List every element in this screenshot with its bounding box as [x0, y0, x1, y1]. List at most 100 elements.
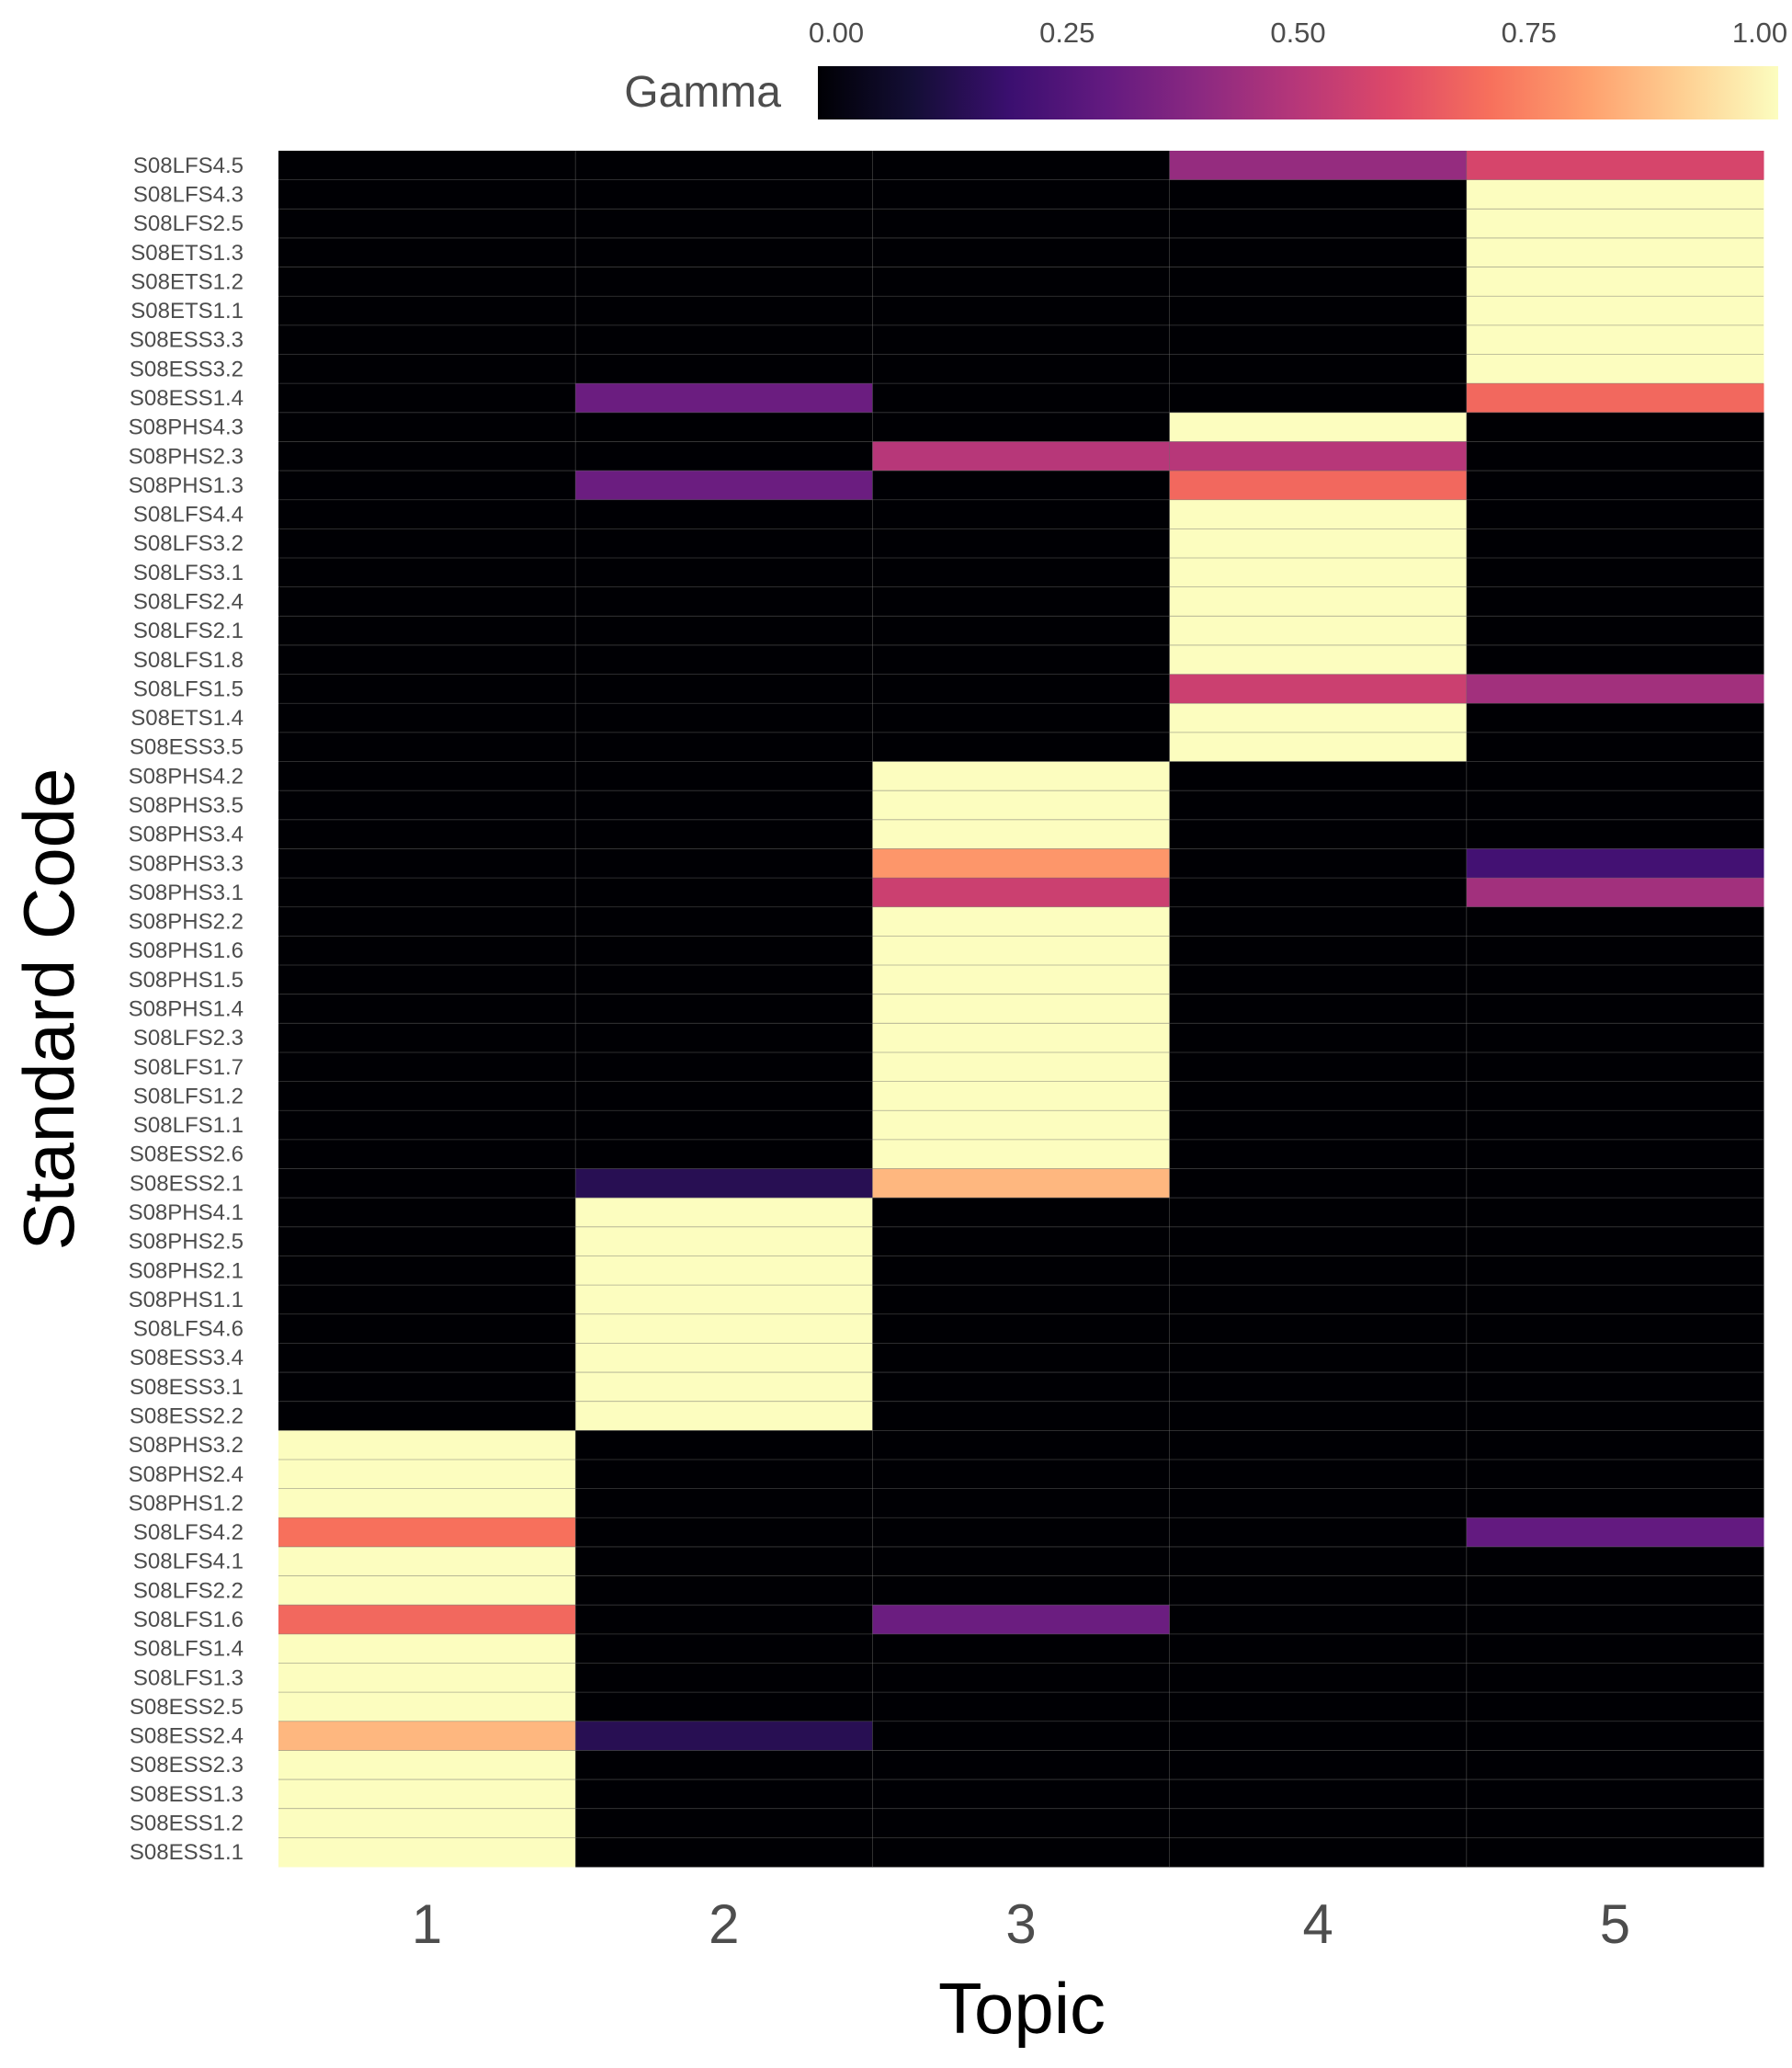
heatmap-cell — [872, 1401, 1171, 1431]
heatmap-cell — [278, 1633, 576, 1664]
heatmap-cell — [575, 383, 873, 414]
heatmap-cell — [1466, 1139, 1764, 1170]
heatmap-cell — [872, 471, 1171, 501]
heatmap-cell — [872, 499, 1171, 529]
y-tick-label: S08ETS1.3 — [130, 241, 244, 266]
x-tick-label: 4 — [1303, 1893, 1333, 1955]
y-tick-label: S08ESS2.2 — [130, 1404, 244, 1429]
y-tick-label: S08PHS2.3 — [129, 444, 244, 469]
y-tick-label: S08ESS3.5 — [130, 735, 244, 760]
legend-colorbar — [818, 66, 1778, 119]
heatmap-cell — [1169, 1139, 1468, 1170]
heatmap-cell — [575, 441, 873, 472]
heatmap-cell — [872, 1198, 1171, 1228]
heatmap-cell — [872, 878, 1171, 908]
heatmap-cell — [1169, 761, 1468, 791]
heatmap-cell — [1466, 586, 1764, 617]
heatmap-cell — [1466, 558, 1764, 588]
heatmap-cell — [1169, 1663, 1468, 1693]
heatmap-cell — [278, 1430, 576, 1460]
heatmap-cell — [1466, 1808, 1764, 1838]
heatmap-cell — [1169, 1430, 1468, 1460]
heatmap-cell — [1466, 1692, 1764, 1722]
heatmap-cell — [1169, 994, 1468, 1024]
y-tick-label: S08PHS1.3 — [129, 473, 244, 498]
heatmap-cell — [1169, 324, 1468, 356]
legend-tick-label: 0.75 — [1502, 17, 1557, 49]
heatmap-cell — [1466, 878, 1764, 908]
y-tick-label: S08ESS2.1 — [130, 1171, 244, 1196]
heatmap-cell — [278, 674, 576, 704]
y-tick-label: S08LFS4.2 — [133, 1520, 244, 1545]
heatmap-cell — [1169, 471, 1468, 501]
heatmap-cell — [278, 499, 576, 529]
heatmap-cell — [575, 906, 873, 937]
heatmap-cell — [1466, 412, 1764, 442]
heatmap-cell — [278, 528, 576, 559]
heatmap-cell — [1466, 1226, 1764, 1256]
y-tick-label: S08ESS1.2 — [130, 1812, 244, 1836]
heatmap-cell — [1466, 1198, 1764, 1228]
heatmap-cell — [278, 761, 576, 791]
heatmap-cell — [575, 1633, 873, 1664]
heatmap-cells — [278, 151, 1764, 1868]
heatmap-cell — [872, 616, 1171, 646]
y-tick-label: S08ESS2.6 — [130, 1142, 244, 1167]
heatmap-grid — [278, 151, 1764, 1867]
heatmap-cell — [872, 1051, 1171, 1083]
heatmap-cell — [1169, 936, 1468, 966]
heatmap-cell — [872, 1692, 1171, 1722]
heatmap-cell — [1169, 1285, 1468, 1315]
y-tick-label: S08ETS1.1 — [130, 299, 244, 324]
heatmap-cell — [575, 674, 873, 704]
heatmap-cell — [1466, 1779, 1764, 1810]
heatmap-cell — [278, 1605, 576, 1635]
y-tick-label: S08PHS3.2 — [129, 1433, 244, 1458]
heatmap-cell — [872, 441, 1171, 472]
heatmap-cell — [575, 1488, 873, 1518]
heatmap-cell — [1466, 1546, 1764, 1577]
heatmap-cell — [1169, 1343, 1468, 1373]
heatmap-cell — [278, 1372, 576, 1403]
heatmap-cell — [872, 703, 1171, 733]
heatmap-cell — [1169, 819, 1468, 849]
heatmap-cell — [1169, 1256, 1468, 1286]
y-tick-label: S08PHS2.5 — [129, 1230, 244, 1255]
heatmap-cell — [575, 1750, 873, 1780]
heatmap-cell — [1169, 1372, 1468, 1403]
heatmap-cell — [1169, 878, 1468, 908]
heatmap-cell — [872, 151, 1171, 181]
heatmap-cell — [1169, 1575, 1468, 1606]
heatmap-cell — [278, 237, 576, 268]
heatmap-cell — [575, 1198, 873, 1228]
y-tick-label: S08LFS1.3 — [133, 1665, 244, 1690]
heatmap-cell — [278, 644, 576, 676]
heatmap-cell — [1169, 1779, 1468, 1810]
heatmap-cell — [278, 1779, 576, 1810]
y-tick-label: S08ESS2.3 — [130, 1753, 244, 1778]
heatmap-cell — [1466, 848, 1764, 879]
heatmap-cell — [1466, 965, 1764, 995]
legend-tick-labels: 0.00 0.25 0.50 0.75 1.00 — [809, 17, 1787, 49]
y-tick-label: S08LFS1.1 — [133, 1113, 244, 1138]
heatmap-cell — [278, 1488, 576, 1518]
y-tick-label: S08LFS2.4 — [133, 589, 244, 614]
heatmap-cell — [278, 878, 576, 908]
heatmap-cell — [1466, 1110, 1764, 1141]
heatmap-cell — [575, 1430, 873, 1460]
x-tick-label: 1 — [412, 1893, 442, 1955]
heatmap-cell — [1169, 1023, 1468, 1053]
heatmap-cell — [575, 151, 873, 181]
heatmap-cell — [575, 703, 873, 733]
y-tick-label: S08LFS2.1 — [133, 619, 244, 643]
heatmap-cell — [872, 1459, 1171, 1490]
heatmap-cell — [575, 237, 873, 268]
heatmap-cell — [575, 1081, 873, 1111]
y-tick-label: S08LFS4.5 — [133, 153, 244, 178]
y-tick-label: S08PHS3.4 — [129, 823, 244, 847]
heatmap-cell — [1169, 1081, 1468, 1111]
heatmap-cell — [1466, 1517, 1764, 1548]
heatmap-cell — [872, 1110, 1171, 1141]
heatmap-cell — [872, 1808, 1171, 1838]
heatmap-cell — [278, 1546, 576, 1577]
